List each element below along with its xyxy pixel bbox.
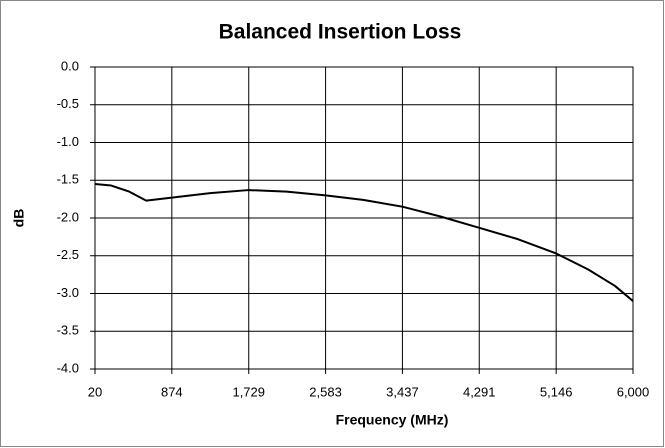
x-tick-label: 1,729 — [232, 384, 265, 399]
chart-title: Balanced Insertion Loss — [219, 21, 462, 44]
y-tick-label: -1.5 — [57, 172, 79, 187]
y-tick-label: -2.5 — [57, 247, 79, 262]
x-tick-label: 6,000 — [617, 384, 650, 399]
x-tick-label: 874 — [161, 384, 183, 399]
data-line — [94, 183, 634, 302]
x-tick-label: 4,291 — [463, 384, 496, 399]
y-tick-label: -3.5 — [57, 323, 79, 338]
x-tick-label: 5,146 — [540, 384, 573, 399]
y-tick-label: 0.0 — [61, 58, 79, 73]
y-tick-label: -3.0 — [57, 285, 79, 300]
x-tick-label: 3,437 — [386, 384, 419, 399]
plot-border — [94, 66, 634, 370]
y-tick-label: -1.0 — [57, 134, 79, 149]
y-tick-label: -2.0 — [57, 209, 79, 224]
x-axis-label: Frequency (MHz) — [336, 412, 449, 428]
x-tick-label: 2,583 — [309, 384, 342, 399]
x-tick-label: 20 — [88, 384, 102, 399]
y-tick-label: -0.5 — [57, 96, 79, 111]
y-tick-label: -4.0 — [57, 360, 79, 375]
y-axis-label: dB — [11, 209, 27, 228]
